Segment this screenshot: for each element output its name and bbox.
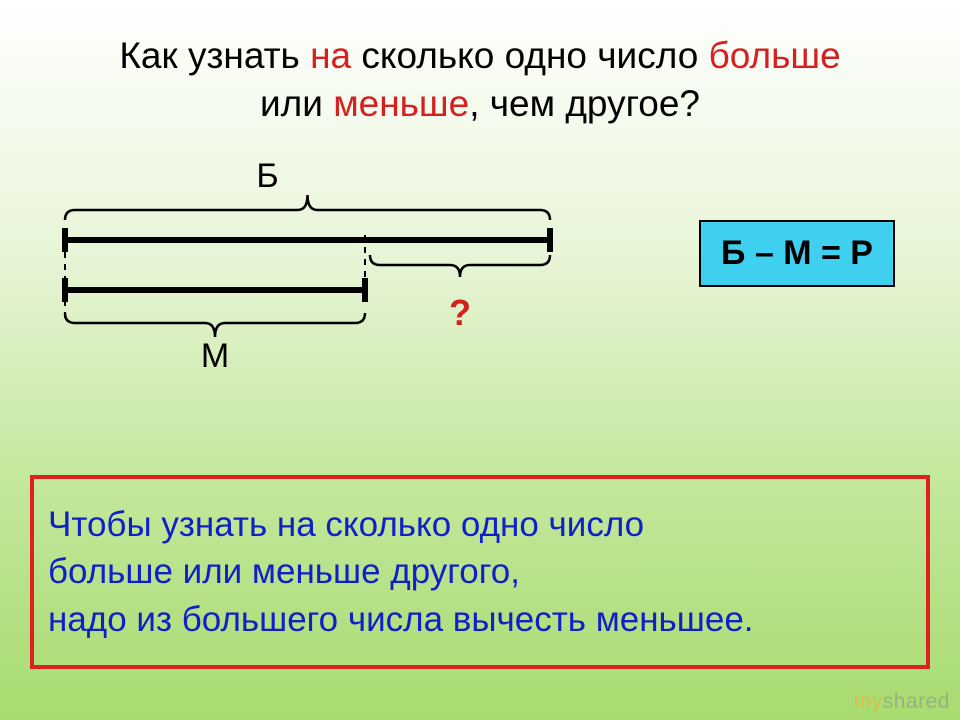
question-title: Как узнать на сколько одно число больше … xyxy=(0,32,960,128)
watermark-pre: my xyxy=(854,690,883,713)
rule-line: надо из большего числа вычесть меньшее. xyxy=(48,600,754,639)
rule-line: Чтобы узнать на сколько одно число xyxy=(48,505,644,544)
rule-line: больше или меньше другого, xyxy=(48,552,520,591)
title-highlight: на xyxy=(310,35,351,76)
title-part: или xyxy=(260,83,333,124)
title-part: Как узнать xyxy=(119,35,310,76)
watermark: myshared xyxy=(854,690,950,714)
formula-box: Б – М = Р xyxy=(699,220,895,287)
diagram-svg: Б М ? xyxy=(45,155,565,395)
formula-text: Б – М = Р xyxy=(721,234,873,272)
title-part: сколько одно число xyxy=(351,35,708,76)
title-part: , чем другое? xyxy=(469,83,700,124)
rule-box: Чтобы узнать на сколько одно число больш… xyxy=(30,475,930,669)
svg-text:?: ? xyxy=(449,292,471,333)
svg-text:М: М xyxy=(201,337,229,375)
title-highlight: больше xyxy=(709,35,841,76)
watermark-post: shared xyxy=(883,690,950,713)
svg-text:Б: Б xyxy=(256,157,278,195)
segment-diagram: Б М ? xyxy=(45,155,565,395)
title-highlight: меньше xyxy=(333,83,469,124)
